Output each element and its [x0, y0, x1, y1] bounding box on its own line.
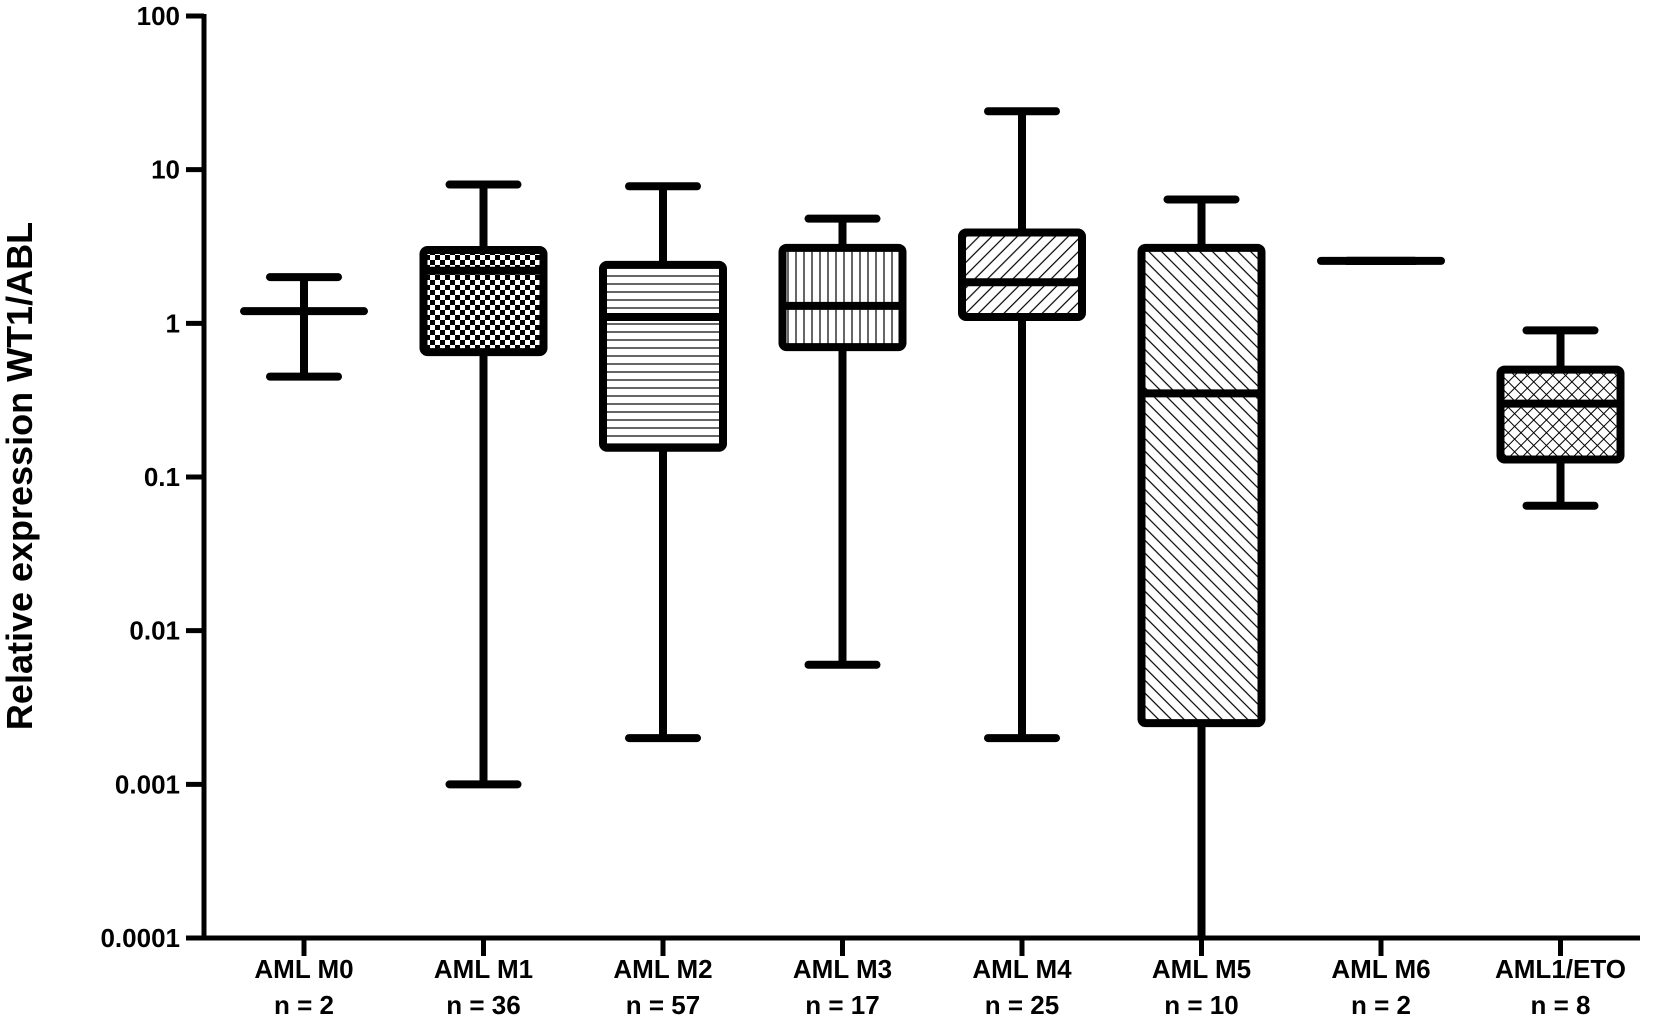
- category-n-label: n = 2: [274, 990, 334, 1020]
- y-tick-label: 10: [151, 155, 180, 185]
- category-n-label: n = 10: [1164, 990, 1238, 1020]
- iqr-box: [599, 260, 727, 452]
- y-tick-label: 0.1: [144, 462, 180, 492]
- iqr-box: [778, 243, 907, 352]
- box-1: [240, 273, 368, 381]
- category-n-label: n = 36: [446, 990, 520, 1020]
- category-n-label: n = 2: [1351, 990, 1411, 1020]
- iqr-box: [1496, 365, 1625, 464]
- category-label: AML M2: [613, 954, 712, 984]
- category-n-label: n = 25: [985, 990, 1059, 1020]
- y-tick-label: 0.0001: [100, 923, 180, 953]
- y-tick-label: 100: [137, 1, 180, 31]
- category-label: AML M3: [793, 954, 892, 984]
- box-8: [1496, 326, 1625, 510]
- category-n-label: n = 8: [1531, 990, 1591, 1020]
- y-axis-title: Relative expression WT1/ABL: [0, 222, 40, 730]
- y-tick-label: 1: [166, 308, 180, 338]
- box-2: [419, 180, 548, 789]
- category-label: AML M1: [434, 954, 533, 984]
- axes: [201, 14, 1640, 941]
- x-ticks: AML M0 n = 2 AML M1 n = 36 AML M2 n = 57 AML M…: [254, 938, 1626, 1020]
- box-5: [958, 107, 1086, 743]
- y-ticks: 100 10 1 0.1 0.01 0.001 0.0001: [100, 1, 204, 953]
- boxes: [240, 107, 1625, 938]
- y-tick-label: 0.01: [129, 616, 180, 646]
- y-tick-label: 0.001: [115, 769, 180, 799]
- iqr-box: [419, 246, 548, 357]
- category-label: AML1/ETO: [1495, 954, 1626, 984]
- box-3: [599, 182, 727, 743]
- category-n-label: n = 57: [626, 990, 700, 1020]
- category-label: AML M5: [1152, 954, 1251, 984]
- category-n-label: n = 17: [805, 990, 879, 1020]
- iqr-box: [1137, 243, 1266, 728]
- category-label: AML M0: [254, 954, 353, 984]
- category-label: AML M4: [972, 954, 1072, 984]
- iqr-box: [958, 228, 1086, 321]
- box-6: [1137, 195, 1266, 938]
- box-4: [778, 214, 907, 669]
- category-label: AML M6: [1331, 954, 1430, 984]
